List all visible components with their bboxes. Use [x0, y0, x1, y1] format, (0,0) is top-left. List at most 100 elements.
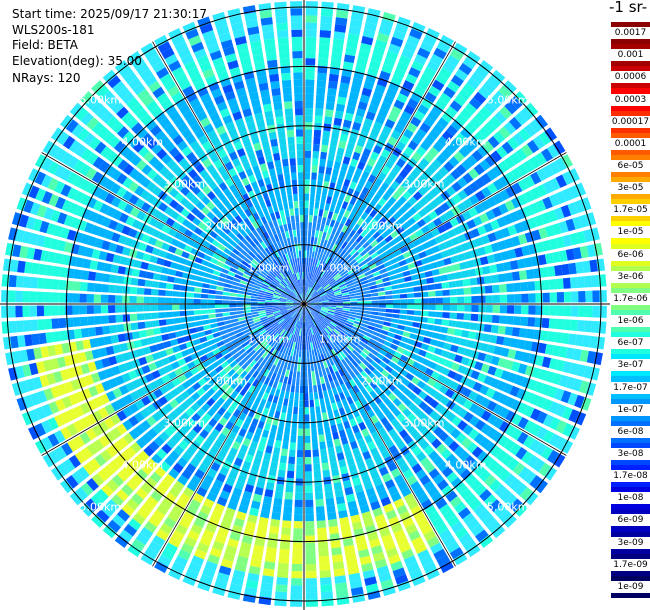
gate-cell [311, 291, 318, 297]
gate-cell [143, 445, 155, 457]
gate-cell [383, 260, 392, 268]
gate-cell [499, 175, 511, 187]
gate-cell [300, 328, 303, 337]
gate-cell [354, 431, 363, 441]
gate-cell [291, 222, 296, 231]
gate-cell [275, 166, 283, 175]
gate-cell [308, 279, 312, 288]
gate-cell [25, 378, 36, 392]
gate-cell [285, 277, 291, 284]
gate-cell [317, 268, 322, 276]
gate-cell [332, 168, 340, 177]
gate-cell [470, 71, 485, 85]
gate-cell [526, 454, 540, 469]
gate-cell [110, 264, 119, 274]
gate-cell [144, 521, 158, 534]
gate-cell [172, 304, 180, 311]
gate-cell [312, 442, 319, 450]
gate-cell [565, 376, 576, 390]
gate-cell [309, 349, 313, 358]
gate-cell [328, 333, 335, 340]
gate-cell [108, 315, 117, 324]
gate-cell [479, 256, 489, 266]
gate-cell [279, 306, 287, 310]
gate-cell [378, 25, 392, 36]
gate-cell [293, 305, 301, 308]
gate-cell [584, 275, 593, 288]
gate-cell [283, 361, 288, 370]
gate-cell [296, 371, 301, 379]
gate-cell [268, 286, 276, 291]
gate-cell [340, 163, 349, 172]
gate-cell [193, 227, 203, 236]
gate-cell [364, 457, 375, 467]
gate-cell [190, 333, 199, 340]
gate-cell [273, 102, 283, 111]
gate-cell [94, 359, 104, 370]
gate-cell [348, 290, 357, 295]
gate-cell [329, 204, 336, 213]
gate-cell [324, 327, 331, 335]
gate-cell [182, 574, 197, 587]
gate-cell [242, 161, 251, 171]
gate-cell [298, 414, 304, 422]
gate-cell [416, 174, 427, 185]
gate-cell [403, 128, 414, 139]
gate-cell [226, 243, 235, 252]
gate-cell [372, 368, 381, 377]
gate-cell [513, 316, 522, 326]
gate-cell [298, 407, 304, 415]
gate-cell [387, 402, 397, 412]
gate-cell [69, 491, 83, 506]
gate-cell [341, 367, 349, 375]
gate-cell [411, 21, 426, 34]
gate-cell [461, 270, 470, 278]
gate-cell [276, 382, 283, 390]
gate-cell [395, 272, 404, 279]
gate-cell [579, 349, 589, 363]
gate-cell [56, 131, 70, 146]
gate-cell [288, 370, 293, 378]
gate-cell [574, 394, 585, 409]
gate-cell [216, 472, 227, 483]
gate-cell [463, 198, 474, 209]
gate-cell [279, 144, 288, 153]
gate-cell [339, 466, 349, 475]
gate-cell [397, 392, 407, 402]
gate-cell [342, 297, 351, 300]
gate-cell [450, 477, 463, 489]
gate-cell [281, 271, 287, 278]
gate-cell [352, 424, 360, 434]
gate-cell [320, 339, 325, 347]
gate-cell [298, 250, 302, 258]
gate-cell [553, 453, 566, 468]
gate-cell [274, 109, 284, 118]
gate-cell [306, 295, 311, 302]
gate-cell [273, 310, 281, 314]
gate-cell [413, 110, 426, 121]
gate-cell [328, 297, 336, 300]
gate-cell [264, 300, 273, 303]
gate-cell [331, 131, 340, 140]
gate-cell [356, 331, 365, 338]
gate-cell [268, 221, 275, 229]
gate-cell [370, 311, 379, 316]
gate-cell [346, 142, 355, 152]
gate-cell [231, 263, 239, 270]
gate-cell [323, 337, 329, 344]
gate-cell [327, 511, 337, 521]
gate-cell [434, 235, 444, 244]
gate-cell [331, 284, 339, 290]
gate-cell [294, 492, 303, 501]
gate-cell [161, 153, 172, 165]
gate-cell [307, 371, 312, 379]
gate-cell [102, 273, 111, 283]
gate-cell [86, 293, 94, 303]
gate-cell [36, 291, 45, 303]
gate-cell [361, 170, 370, 180]
gate-cell [509, 443, 522, 456]
gate-cell [252, 316, 260, 321]
gate-cell [321, 307, 329, 311]
gate-cell [317, 527, 327, 536]
gate-cell [144, 547, 159, 560]
